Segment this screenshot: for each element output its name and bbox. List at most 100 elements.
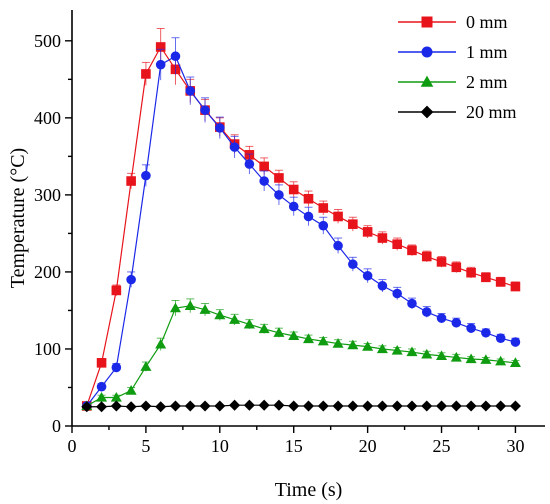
legend-item: 2 mm — [398, 72, 508, 92]
x-tick-label: 20 — [359, 436, 377, 456]
diamond-marker — [199, 400, 211, 412]
triangle-marker — [465, 353, 477, 364]
series-line — [86, 45, 516, 407]
square-marker — [141, 69, 151, 79]
square-marker — [421, 16, 433, 28]
diamond-marker — [273, 399, 285, 411]
diamond-marker — [184, 400, 196, 412]
circle-marker — [318, 220, 329, 231]
square-marker — [96, 358, 107, 368]
square-marker — [451, 262, 462, 273]
square-marker — [436, 257, 447, 267]
legend-item: 0 mm — [398, 12, 508, 32]
diamond-marker — [332, 400, 344, 412]
triangle-marker — [214, 309, 226, 320]
square-marker — [466, 267, 476, 278]
diamond-marker — [347, 400, 359, 412]
diamond-marker — [391, 400, 403, 412]
circle-marker — [141, 170, 151, 181]
circle-marker — [436, 313, 447, 323]
triangle-marker — [421, 348, 433, 359]
circle-marker — [229, 142, 240, 152]
circle-marker — [377, 280, 388, 291]
diamond-marker — [155, 401, 167, 413]
x-tick-label: 5 — [141, 436, 150, 456]
diamond-marker — [140, 400, 152, 412]
circle-marker — [288, 201, 299, 212]
x-tick-label: 10 — [211, 436, 229, 456]
diamond-marker — [125, 401, 137, 413]
circle-marker — [362, 270, 373, 281]
square-marker — [495, 277, 506, 287]
legend-label: 20 mm — [466, 102, 517, 122]
y-tick-label: 500 — [34, 31, 61, 51]
diamond-marker — [376, 400, 388, 412]
series-2-mm — [81, 298, 521, 411]
diamond-marker — [495, 400, 507, 412]
triangle-marker — [125, 385, 137, 395]
square-marker — [126, 176, 136, 186]
circle-marker — [200, 105, 210, 115]
x-tick-label: 25 — [433, 436, 451, 456]
plot-area — [81, 28, 521, 413]
circle-marker — [466, 323, 476, 333]
y-tick-label: 0 — [52, 416, 61, 436]
triangle-marker — [391, 344, 403, 355]
diamond-marker — [302, 400, 315, 412]
x-tick-label: 0 — [68, 436, 77, 456]
diamond-marker — [229, 399, 241, 411]
triangle-marker — [199, 304, 211, 314]
diamond-marker — [465, 400, 477, 412]
square-marker — [155, 42, 166, 52]
legend-label: 1 mm — [466, 42, 508, 62]
diamond-marker — [406, 400, 418, 412]
diamond-marker — [288, 400, 300, 412]
diamond-marker — [169, 400, 181, 412]
series-20-mm — [81, 399, 521, 413]
triangle-marker — [302, 333, 315, 344]
diamond-marker — [258, 399, 270, 411]
legend-item: 1 mm — [398, 42, 508, 62]
circle-marker — [111, 362, 122, 373]
circle-marker — [421, 46, 433, 58]
circle-marker — [451, 317, 462, 328]
triangle-marker — [406, 346, 418, 357]
square-marker — [288, 184, 299, 195]
triangle-marker — [495, 355, 507, 366]
triangle-marker — [229, 314, 241, 324]
legend-label: 2 mm — [466, 72, 508, 92]
triangle-marker — [155, 338, 167, 349]
square-marker — [303, 193, 314, 204]
diamond-marker — [214, 400, 226, 412]
circle-marker — [421, 307, 432, 317]
circle-marker — [185, 86, 196, 96]
circle-marker — [215, 123, 225, 133]
triangle-marker — [509, 357, 521, 367]
circle-marker — [333, 240, 343, 251]
square-marker — [333, 211, 343, 222]
triangle-marker — [362, 341, 374, 351]
circle-marker — [259, 176, 269, 186]
y-tick-label: 300 — [34, 185, 61, 205]
circle-marker — [274, 190, 284, 200]
diamond-marker — [243, 399, 255, 411]
triangle-marker — [273, 327, 285, 337]
triangle-marker — [169, 302, 181, 313]
legend-label: 0 mm — [466, 12, 508, 32]
triangle-marker — [436, 350, 448, 361]
circle-marker — [303, 211, 314, 222]
square-marker — [274, 173, 284, 183]
square-marker — [111, 285, 122, 296]
triangle-marker — [258, 323, 270, 334]
triangle-marker — [317, 335, 329, 346]
triangle-marker — [480, 354, 492, 364]
diamond-marker — [96, 401, 108, 413]
diamond-marker — [420, 105, 434, 119]
diamond-marker — [362, 400, 374, 412]
circle-marker — [170, 51, 181, 62]
square-marker — [407, 245, 417, 256]
circle-marker — [495, 333, 506, 343]
y-axis-title: Temperature (°C) — [7, 148, 29, 288]
diamond-marker — [317, 400, 329, 412]
square-marker — [348, 219, 358, 229]
